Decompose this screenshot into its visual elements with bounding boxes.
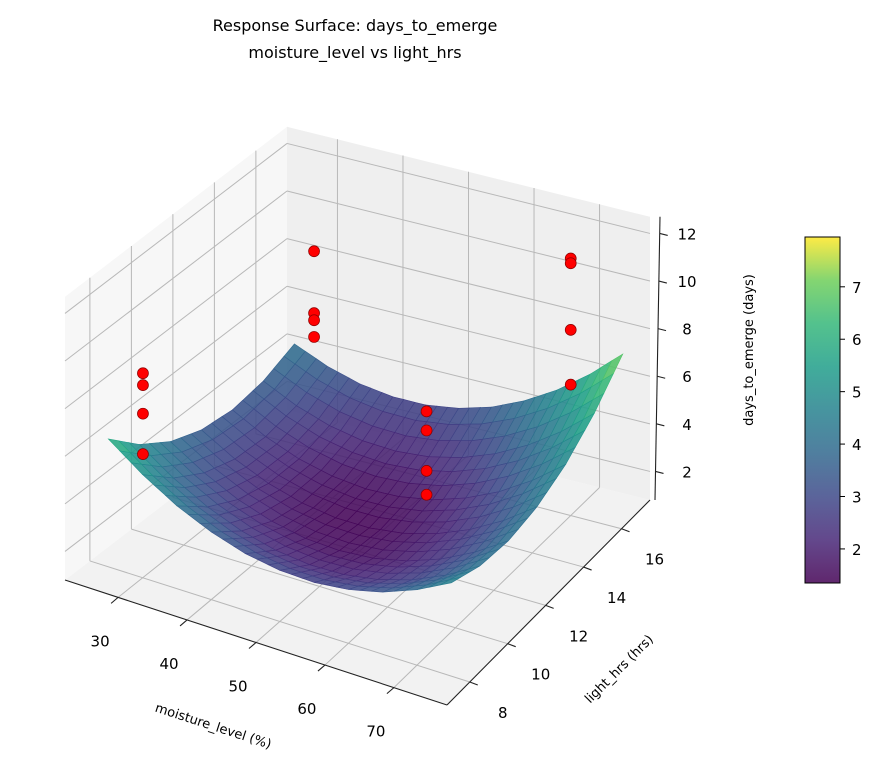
grid-line-z bbox=[286, 142, 651, 234]
x-tick-label: 40 bbox=[160, 655, 179, 673]
scatter-point bbox=[564, 324, 577, 336]
z-tick-label: 6 bbox=[682, 368, 692, 386]
axis-lines bbox=[64, 216, 668, 706]
chart-title: Response Surface: days_to_emerge bbox=[213, 16, 498, 36]
scatter-point bbox=[308, 314, 320, 327]
z-tick-mark bbox=[657, 328, 667, 332]
y-tick-mark bbox=[507, 643, 516, 648]
colorbar-tick-label: 5 bbox=[852, 384, 862, 402]
grid-line-y bbox=[131, 528, 508, 645]
scatter-point bbox=[137, 448, 149, 460]
chart-subtitle: moisture_level vs light_hrs bbox=[248, 43, 461, 63]
z-tick-label: 12 bbox=[677, 225, 696, 243]
z-tick-mark bbox=[658, 280, 667, 284]
colorbar: 2 3 4 5 6 7 bbox=[804, 236, 862, 584]
left-pane bbox=[65, 126, 287, 581]
grid-line-z bbox=[286, 285, 651, 377]
y-axis-label: light_hrs (hrs) bbox=[582, 632, 656, 706]
x-tick-mark bbox=[110, 596, 119, 604]
y-tick-mark bbox=[583, 566, 592, 571]
x-tick-label: 50 bbox=[228, 678, 247, 696]
z-tick-label: 8 bbox=[682, 321, 692, 339]
colorbar-tick-label: 7 bbox=[852, 279, 862, 297]
colorbar-tick-label: 3 bbox=[852, 489, 862, 507]
y-tick-label: 16 bbox=[645, 551, 664, 569]
scatter-point bbox=[308, 245, 320, 258]
scatter-point bbox=[137, 407, 149, 420]
z-tick-mark bbox=[656, 423, 665, 427]
scatter-point bbox=[564, 257, 577, 270]
scatter-point bbox=[420, 465, 433, 477]
grid-line-x bbox=[393, 487, 600, 688]
colorbar-tick-label: 6 bbox=[852, 331, 862, 349]
y-tick-label: 10 bbox=[531, 666, 550, 684]
scatter-point bbox=[137, 379, 149, 391]
scatter-points bbox=[137, 245, 577, 501]
z-tick-mark bbox=[657, 375, 666, 379]
surface bbox=[107, 343, 624, 593]
colorbar-frame bbox=[804, 236, 841, 584]
z-axis-label: days_to_emerge (days) bbox=[742, 274, 757, 426]
z-tick-label: 10 bbox=[677, 273, 696, 291]
scatter-point bbox=[137, 367, 149, 380]
scatter-point bbox=[420, 488, 433, 501]
x-tick-mark bbox=[248, 642, 257, 649]
grid-line-z bbox=[286, 190, 651, 282]
y-tick-mark bbox=[621, 528, 630, 533]
x-tick-mark bbox=[179, 619, 188, 627]
colorbar-tick-label: 2 bbox=[852, 541, 862, 559]
grid-line-z bbox=[64, 238, 288, 410]
scatter-point bbox=[420, 424, 433, 437]
grid-line-z bbox=[286, 238, 651, 330]
x-tick-label: 30 bbox=[91, 632, 110, 650]
grid-line-y bbox=[89, 560, 470, 683]
z-tick-mark bbox=[655, 470, 664, 474]
x-tick-mark bbox=[386, 687, 395, 695]
y-tick-label: 14 bbox=[607, 589, 626, 607]
y-axis-line bbox=[446, 499, 651, 706]
x-axis-label: moisture_level (%) bbox=[153, 701, 273, 753]
grid-line-z bbox=[64, 190, 288, 362]
y-tick-label: 8 bbox=[498, 704, 508, 722]
colorbar-tick-label: 4 bbox=[852, 436, 862, 454]
z-tick-label: 4 bbox=[682, 416, 692, 434]
grid-line-z bbox=[64, 285, 288, 457]
scatter-point bbox=[564, 378, 577, 391]
scatter-point bbox=[420, 405, 433, 418]
grid-line-z bbox=[64, 333, 288, 505]
z-axis-line bbox=[654, 216, 661, 501]
tick-labels: 30 40 50 60 70 8 10 12 14 16 2 4 6 8 10 12 bbox=[91, 225, 697, 740]
x-tick-label: 70 bbox=[366, 723, 385, 741]
y-tick-mark bbox=[545, 604, 554, 609]
surface-patch bbox=[439, 576, 461, 586]
y-tick-mark bbox=[469, 681, 478, 686]
x-tick-label: 60 bbox=[297, 700, 316, 718]
grid-line-z bbox=[64, 143, 288, 314]
y-tick-label: 12 bbox=[569, 627, 588, 645]
z-tick-label: 2 bbox=[682, 463, 692, 481]
x-tick-mark bbox=[317, 664, 326, 672]
z-tick-mark bbox=[659, 232, 668, 236]
colorbar-gradient bbox=[805, 237, 840, 583]
scatter-point bbox=[308, 331, 320, 343]
